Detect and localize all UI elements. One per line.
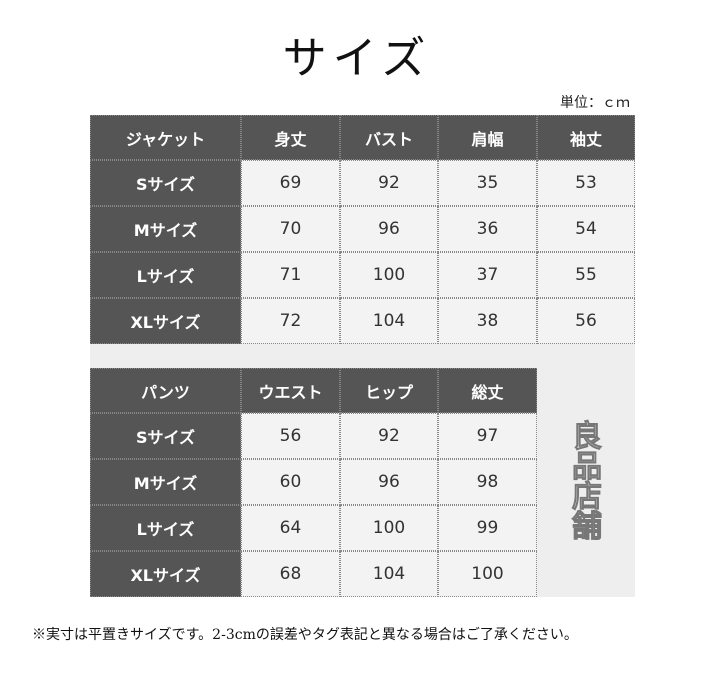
table-cell: 99 <box>438 505 537 551</box>
table-cell: 53 <box>537 160 635 206</box>
column-header: 総丈 <box>438 368 537 413</box>
row-header-size: Mサイズ <box>90 459 241 505</box>
table-cell: 72 <box>241 298 340 344</box>
column-header: バスト <box>340 115 438 160</box>
pants-size-table: パンツ ウエスト ヒップ 総丈 Sサイズ 56 92 97 Mサイズ 60 96 98 Lサイズ 64 10… <box>90 368 635 597</box>
table-cell: 38 <box>438 298 537 344</box>
table-cell: 36 <box>438 206 537 252</box>
empty-cell <box>537 459 635 505</box>
column-header: ウエスト <box>241 368 340 413</box>
table-cell: 56 <box>537 298 635 344</box>
table-cell: 56 <box>241 413 340 459</box>
table-cell: 55 <box>537 252 635 298</box>
table-cell: 96 <box>340 206 438 252</box>
table-cell: 35 <box>438 160 537 206</box>
table-cell: 104 <box>340 298 438 344</box>
column-header: 身丈 <box>241 115 340 160</box>
table-cell: 92 <box>340 413 438 459</box>
empty-cell <box>537 368 635 413</box>
table-cell: 100 <box>340 252 438 298</box>
column-header: ヒップ <box>340 368 438 413</box>
table-cell: 96 <box>340 459 438 505</box>
unit-label: 単位：ｃｍ <box>560 95 630 111</box>
column-header: 袖丈 <box>537 115 635 160</box>
row-header-size: XLサイズ <box>90 551 241 597</box>
column-header: パンツ <box>90 368 241 413</box>
table-cell: 69 <box>241 160 340 206</box>
table-cell: 60 <box>241 459 340 505</box>
row-header-size: Lサイズ <box>90 505 241 551</box>
table-cell: 64 <box>241 505 340 551</box>
table-cell: 54 <box>537 206 635 252</box>
column-header: ジャケット <box>90 115 241 160</box>
table-cell: 98 <box>438 459 537 505</box>
page-title: サイズ <box>282 33 432 84</box>
row-header-size: Sサイズ <box>90 160 241 206</box>
row-header-size: XLサイズ <box>90 298 241 344</box>
table-cell: 104 <box>340 551 438 597</box>
table-cell: 100 <box>340 505 438 551</box>
row-header-size: Mサイズ <box>90 206 241 252</box>
empty-cell <box>537 551 635 597</box>
table-cell: 92 <box>340 160 438 206</box>
empty-cell <box>537 413 635 459</box>
column-header: 肩幅 <box>438 115 537 160</box>
row-header-size: Lサイズ <box>90 252 241 298</box>
table-cell: 97 <box>438 413 537 459</box>
jacket-size-table: ジャケット 身丈 バスト 肩幅 袖丈 Sサイズ 69 92 35 53 Mサイズ 70 96 36 54 Lサ… <box>90 115 635 344</box>
table-divider <box>90 344 635 368</box>
table-cell: 37 <box>438 252 537 298</box>
table-cell: 68 <box>241 551 340 597</box>
row-header-size: Sサイズ <box>90 413 241 459</box>
size-note: ※実寸は平置きサイズです。2-3cmの誤差やタグ表記と異なる場合はご了承ください… <box>32 627 578 643</box>
table-cell: 70 <box>241 206 340 252</box>
table-cell: 71 <box>241 252 340 298</box>
table-cell: 100 <box>438 551 537 597</box>
empty-cell <box>537 505 635 551</box>
